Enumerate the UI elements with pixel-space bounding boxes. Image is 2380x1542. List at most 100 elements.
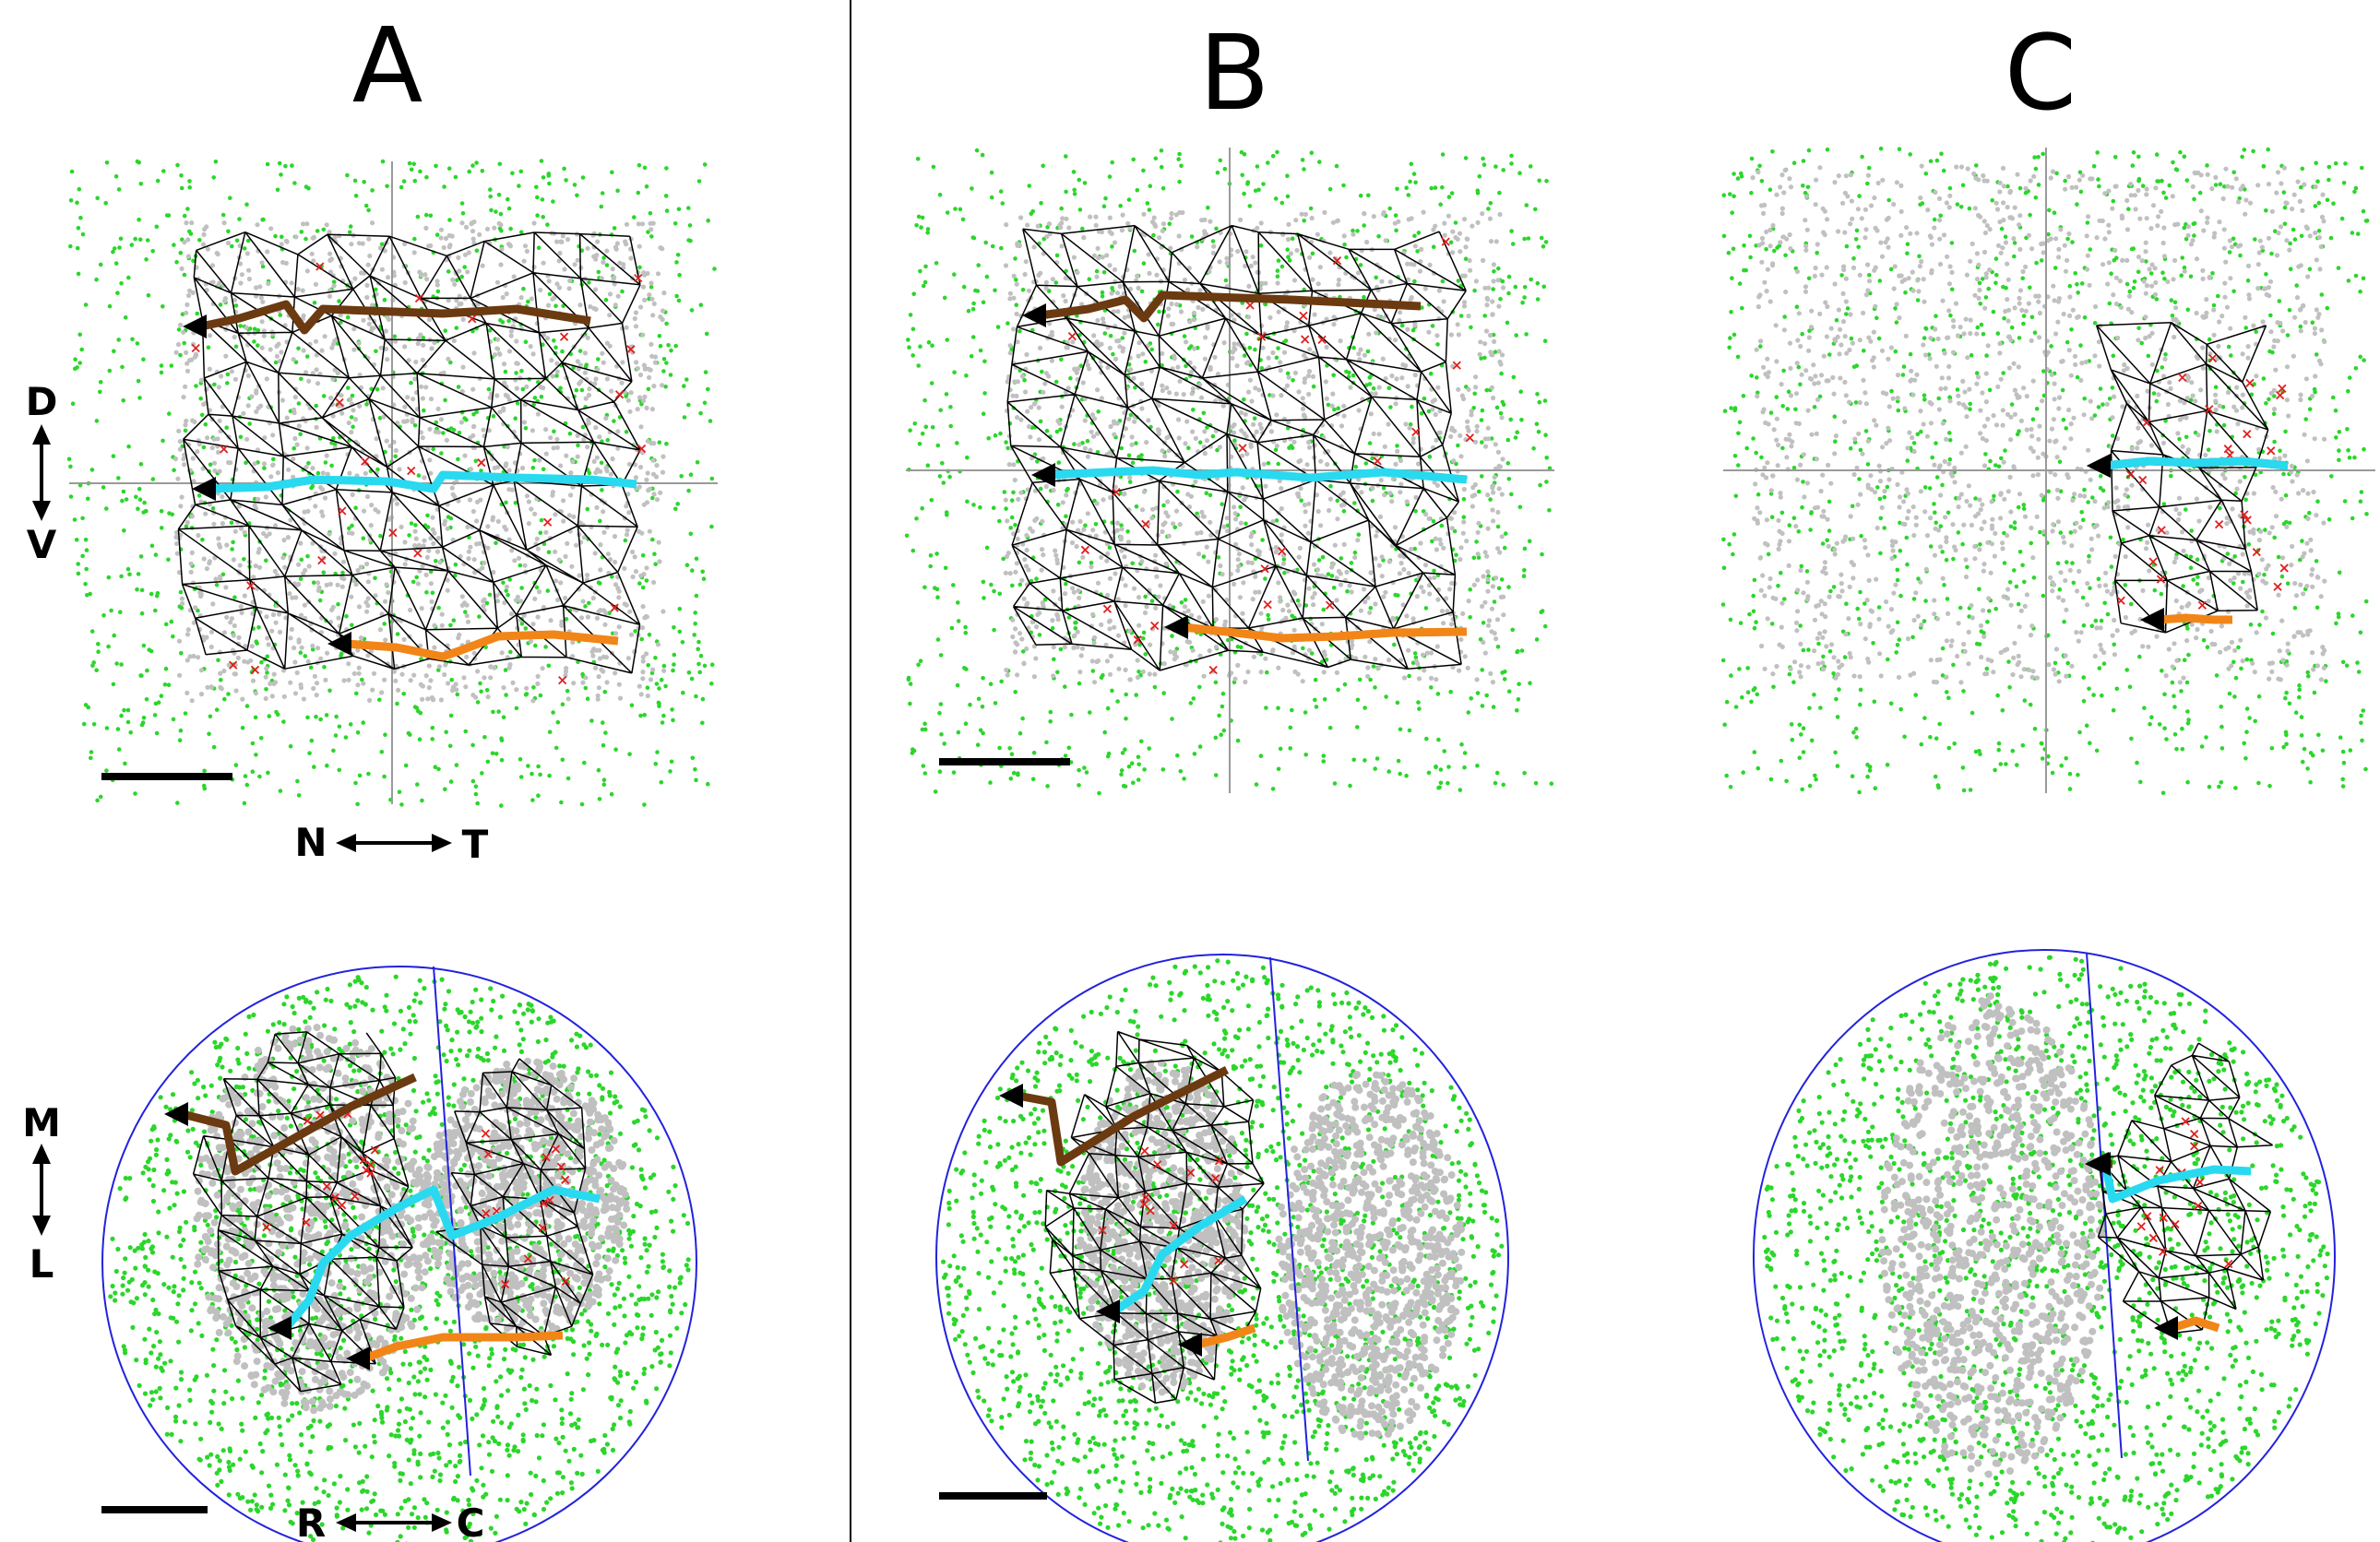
retina-point	[506, 592, 510, 598]
cross-marker	[477, 458, 486, 468]
retina-point	[1105, 753, 1111, 759]
retina-point	[451, 618, 457, 623]
retina-point	[283, 163, 288, 169]
retina-point	[117, 245, 122, 250]
mapped-point	[233, 688, 239, 694]
retina-point	[499, 803, 504, 808]
mapped-point	[649, 407, 656, 412]
mapped-point	[1493, 575, 1499, 581]
mapped-point	[454, 298, 459, 303]
retina-point	[1004, 440, 1008, 445]
mapped-point	[482, 560, 487, 566]
mapped-point	[1449, 580, 1455, 587]
mapped-point	[1260, 345, 1266, 350]
retina-point	[321, 394, 327, 398]
mapped-point	[1456, 386, 1461, 392]
mapped-point	[1306, 369, 1313, 374]
retina-point	[220, 212, 226, 218]
retina-point	[116, 747, 122, 752]
mapped-point	[249, 394, 255, 399]
retina-point	[1509, 492, 1514, 497]
mapped-point	[184, 350, 189, 355]
retina-point	[653, 762, 659, 766]
retina-point	[136, 506, 140, 511]
mapped-point	[1028, 434, 1033, 440]
mapped-point	[1221, 340, 1227, 346]
mapped-point	[1175, 364, 1181, 370]
mapped-point	[1185, 608, 1191, 613]
mapped-point	[1428, 675, 1434, 682]
retina-point	[700, 720, 705, 726]
retina-point	[1458, 314, 1464, 318]
retina-point	[1066, 745, 1072, 751]
retina-point	[1544, 456, 1549, 460]
mapped-point	[1474, 423, 1480, 429]
mapped-point	[269, 329, 275, 335]
mapped-point	[1166, 533, 1172, 539]
retina-point	[1494, 770, 1500, 776]
mapped-point	[1055, 613, 1061, 619]
mapped-point	[571, 681, 577, 686]
retina-point	[1362, 294, 1366, 300]
mapped-point	[661, 668, 667, 673]
retina-point	[421, 336, 426, 340]
retina-point	[1466, 710, 1471, 715]
mapped-point	[1118, 534, 1124, 540]
retina-point	[682, 415, 687, 420]
mapped-point	[604, 680, 610, 685]
retina-point	[434, 232, 440, 237]
retina-point	[684, 563, 690, 567]
mapped-point	[1475, 577, 1481, 583]
mapped-point	[1060, 216, 1065, 221]
mapped-point	[208, 333, 213, 338]
retina-point	[1368, 606, 1374, 611]
mapped-point	[1468, 267, 1473, 273]
mapped-point	[1383, 238, 1388, 243]
mapped-point	[346, 530, 352, 536]
mapped-point	[1245, 560, 1251, 565]
retina-point	[290, 163, 294, 168]
retina-point	[1535, 392, 1540, 397]
mapped-point	[189, 698, 195, 704]
retina-point	[1506, 585, 1511, 589]
mapped-point	[184, 361, 190, 366]
mapped-point	[582, 370, 589, 375]
mapped-point	[221, 630, 228, 635]
retina-point	[176, 327, 182, 332]
retina-point	[640, 552, 646, 558]
retina-point	[931, 164, 936, 170]
retina-point	[910, 548, 916, 553]
mapped-point	[310, 643, 315, 648]
mapped-point	[449, 485, 455, 491]
retina-point	[1394, 228, 1398, 233]
retina-point	[1053, 379, 1059, 385]
retina-point	[349, 415, 354, 420]
mapped-point	[384, 582, 389, 587]
retina-point	[395, 701, 399, 706]
mapped-point	[1014, 561, 1019, 566]
retina-point	[519, 368, 524, 374]
mapped-point	[481, 599, 486, 604]
retina-point	[925, 463, 931, 469]
retina-point	[1245, 182, 1250, 186]
retina-point	[1167, 221, 1172, 226]
mapped-point	[625, 528, 630, 533]
retina-point	[68, 243, 73, 249]
mapped-point	[276, 611, 282, 617]
retina-point	[579, 387, 585, 393]
mapped-point	[1291, 589, 1296, 595]
mapped-point	[246, 276, 252, 282]
mapped-point	[418, 332, 423, 338]
mapped-point	[174, 551, 180, 556]
retina-point	[552, 338, 556, 343]
retina-point	[325, 763, 329, 768]
retina-point	[479, 689, 483, 694]
retina-point	[1329, 574, 1335, 578]
retina-point	[934, 587, 940, 592]
retina-point	[523, 426, 529, 431]
retina-point	[76, 571, 81, 576]
mapped-point	[592, 381, 598, 386]
retina-point	[1314, 705, 1319, 709]
retina-point	[1064, 154, 1068, 159]
retina-point	[989, 170, 994, 175]
